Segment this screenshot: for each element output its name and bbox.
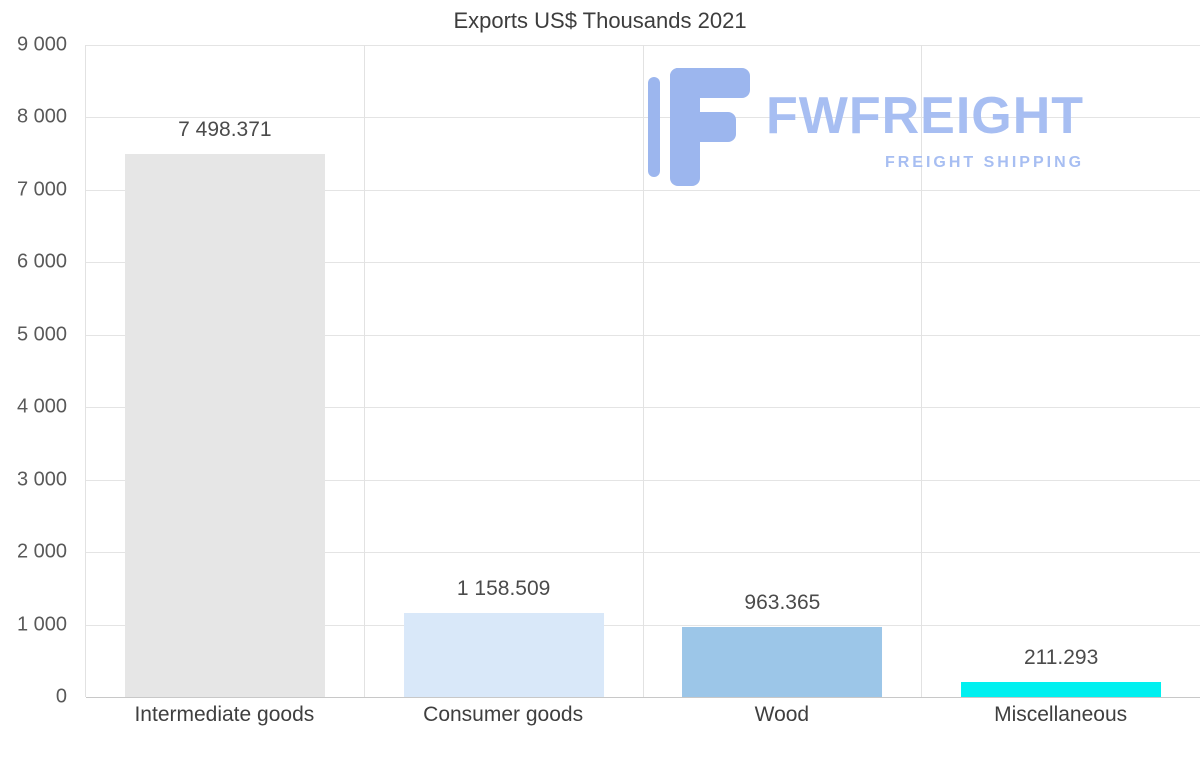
y-axis: 0 1 000 2 000 3 000 4 000 5 000 6 000 7 000 8 00… [0,34,75,708]
category-column-consumer-goods: 1 158.509 [365,45,644,697]
bar-value-label: 211.293 [1023,645,1099,669]
bar-miscellaneous [961,681,1162,697]
logo-tagline: FREIGHT SHIPPING [884,154,1085,171]
y-axis-label: 2 000 [16,540,67,563]
bar-consumer-goods [403,613,604,697]
x-axis-label: Consumer goods [423,703,584,726]
fwfreight-logo-icon [648,68,750,186]
x-axis-label: Miscellaneous [994,703,1128,726]
columns: 7 498.371 1 158.509 963.365 211.293 [86,45,1200,697]
bar-value-label: 1 158.509 [456,577,551,601]
y-axis-label: 8 000 [16,105,67,128]
bar-value-label: 963.365 [744,591,821,615]
x-axis-label: Intermediate goods [134,703,315,726]
gridline [86,697,1200,698]
y-axis-label: 9 000 [16,33,67,56]
y-axis-label: 7 000 [16,178,67,201]
chart-title: Exports US$ Thousands 2021 [453,8,747,33]
category-column-miscellaneous: 211.293 [922,45,1200,697]
fwfreight-logo: FWFREIGHT FREIGHT SHIPPING [648,68,1084,186]
y-axis-label: 5 000 [16,323,67,346]
bar-value-label: 7 498.371 [178,117,272,141]
y-axis-label: 0 [55,685,67,708]
x-axis-labels: Intermediate goods Consumer goods Wood Misc… [85,703,1200,727]
y-axis-label: 1 000 [16,613,67,636]
y-axis-label: 6 000 [16,250,67,273]
plot-area: 7 498.371 1 158.509 963.365 211.293 [85,45,1200,698]
category-column-intermediate-goods: 7 498.371 [86,45,365,697]
logo-text-block: FWFREIGHT FREIGHT SHIPPING [766,68,1084,172]
logo-wordmark: FWFREIGHT [766,87,1085,145]
bar-intermediate-goods [124,153,325,697]
y-axis-label: 3 000 [16,468,67,491]
x-axis-label: Wood [754,703,810,726]
y-axis-label: 4 000 [16,395,67,418]
bar-wood [682,627,883,697]
category-column-wood: 963.365 [644,45,923,697]
